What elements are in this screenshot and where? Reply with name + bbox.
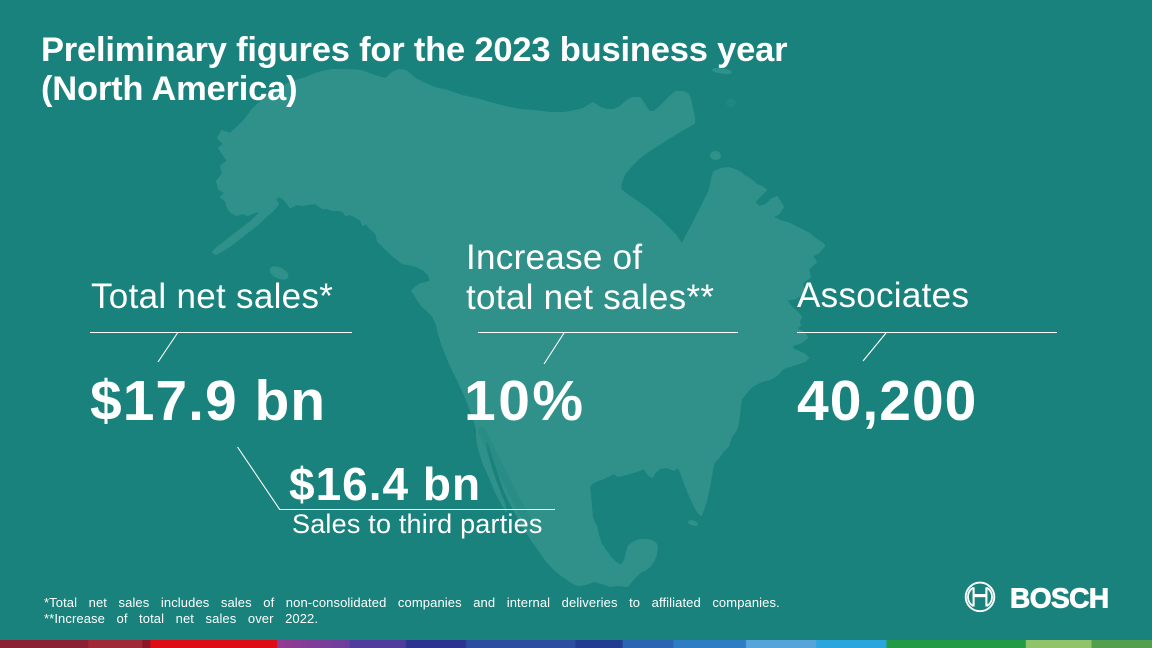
svg-text:BOSCH: BOSCH — [1010, 583, 1109, 614]
